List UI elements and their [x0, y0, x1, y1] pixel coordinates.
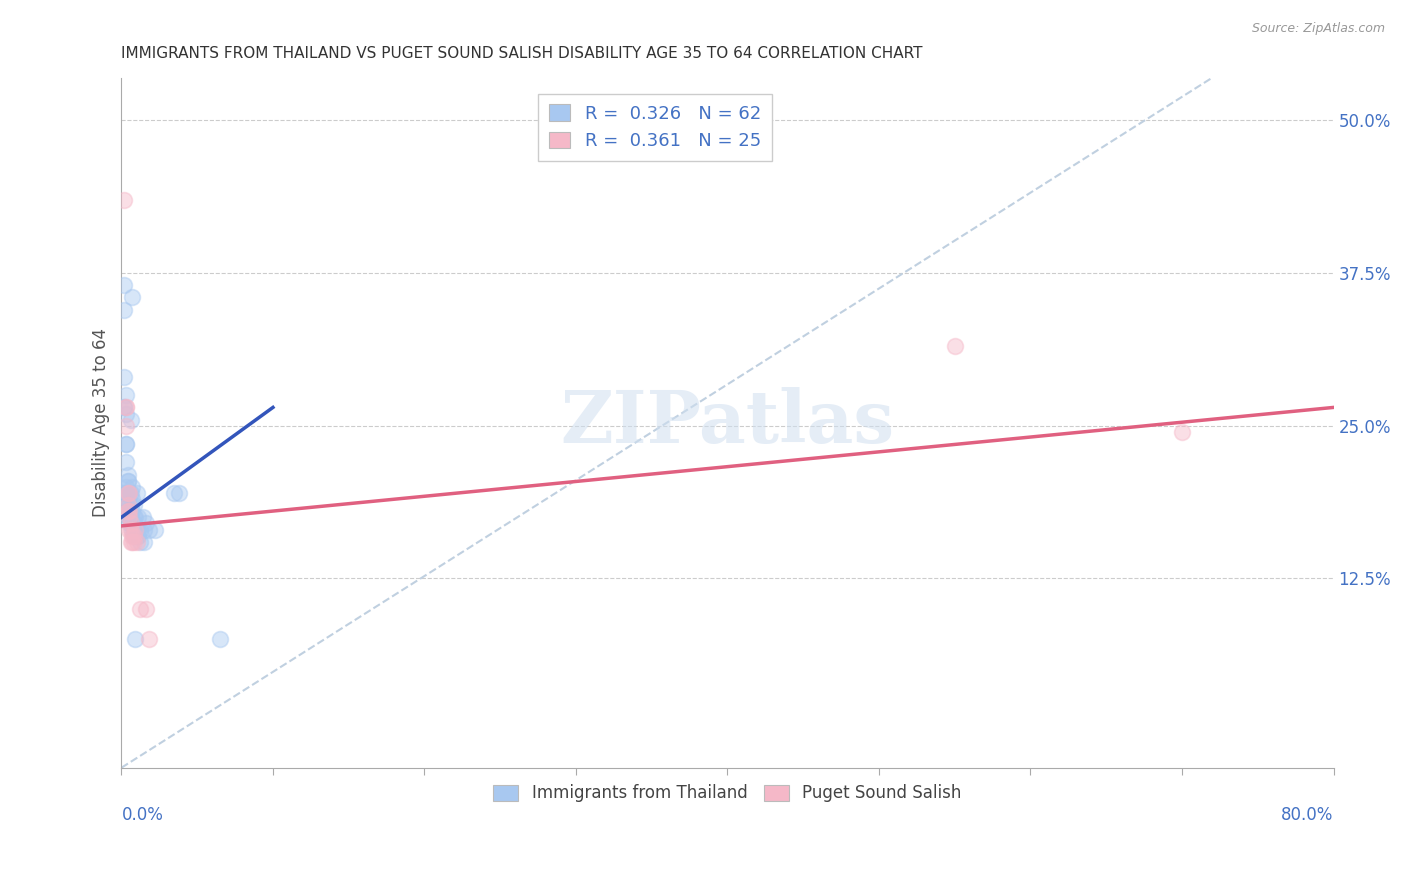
Point: [114, 278, 136, 293]
Point: [115, 437, 138, 451]
Point: [115, 388, 138, 402]
Point: [120, 534, 142, 549]
Point: [120, 510, 142, 524]
Point: [131, 510, 153, 524]
Point: [114, 302, 136, 317]
Point: [125, 534, 148, 549]
Point: [138, 523, 160, 537]
Point: [117, 486, 139, 500]
Point: [124, 523, 146, 537]
Point: [114, 401, 136, 415]
Text: ZIPatlas: ZIPatlas: [561, 387, 894, 458]
Point: [115, 407, 138, 421]
Point: [138, 632, 160, 647]
Point: [128, 534, 150, 549]
Point: [125, 529, 148, 543]
Point: [167, 486, 190, 500]
Point: [124, 632, 146, 647]
Point: [117, 491, 139, 506]
Point: [115, 418, 138, 433]
Point: [208, 632, 231, 647]
Point: [122, 523, 145, 537]
Point: [125, 523, 148, 537]
Point: [128, 602, 150, 616]
Point: [124, 523, 146, 537]
Point: [124, 510, 146, 524]
Text: IMMIGRANTS FROM THAILAND VS PUGET SOUND SALISH DISABILITY AGE 35 TO 64 CORRELATI: IMMIGRANTS FROM THAILAND VS PUGET SOUND …: [121, 46, 922, 62]
Point: [120, 516, 142, 531]
Point: [135, 602, 157, 616]
Point: [143, 523, 166, 537]
Point: [122, 534, 145, 549]
Point: [118, 486, 141, 500]
Point: [121, 523, 143, 537]
Point: [118, 510, 141, 524]
Point: [118, 523, 141, 537]
Point: [118, 486, 141, 500]
Point: [118, 498, 141, 512]
Point: [117, 474, 139, 488]
Point: [118, 510, 141, 524]
Point: [122, 498, 145, 512]
Point: [117, 498, 139, 512]
Point: [117, 486, 139, 500]
Point: [118, 504, 141, 518]
Point: [121, 534, 143, 549]
Point: [114, 193, 136, 207]
Point: [117, 504, 139, 518]
Point: [122, 516, 145, 531]
Point: [121, 529, 143, 543]
Point: [115, 486, 138, 500]
Point: [120, 498, 142, 512]
Point: [120, 523, 142, 537]
Point: [120, 412, 142, 426]
Point: [111, 486, 134, 500]
Point: [118, 516, 141, 531]
Point: [114, 401, 136, 415]
Point: [121, 480, 143, 494]
Point: [115, 401, 138, 415]
Point: [118, 504, 141, 518]
Point: [118, 510, 141, 524]
Point: [943, 339, 966, 353]
Point: [117, 498, 139, 512]
Text: 80.0%: 80.0%: [1281, 805, 1333, 823]
Text: 0.0%: 0.0%: [121, 805, 163, 823]
Point: [127, 510, 149, 524]
Point: [128, 523, 150, 537]
Point: [114, 370, 136, 384]
Point: [127, 523, 149, 537]
Point: [117, 474, 139, 488]
Point: [121, 504, 143, 518]
Legend: Immigrants from Thailand, Puget Sound Salish: Immigrants from Thailand, Puget Sound Sa…: [486, 778, 969, 809]
Point: [120, 516, 142, 531]
Point: [127, 529, 149, 543]
Point: [135, 516, 157, 531]
Point: [1171, 425, 1194, 439]
Point: [125, 486, 148, 500]
Point: [134, 523, 156, 537]
Point: [163, 486, 186, 500]
Point: [122, 529, 145, 543]
Point: [115, 401, 138, 415]
Point: [122, 529, 145, 543]
Point: [134, 534, 156, 549]
Point: [115, 480, 138, 494]
Y-axis label: Disability Age 35 to 64: Disability Age 35 to 64: [93, 328, 110, 517]
Point: [115, 437, 138, 451]
Point: [121, 491, 143, 506]
Point: [118, 510, 141, 524]
Point: [122, 510, 145, 524]
Point: [117, 467, 139, 482]
Point: [120, 486, 142, 500]
Point: [121, 291, 143, 305]
Point: [117, 504, 139, 518]
Text: Source: ZipAtlas.com: Source: ZipAtlas.com: [1251, 22, 1385, 36]
Point: [115, 455, 138, 469]
Point: [121, 516, 143, 531]
